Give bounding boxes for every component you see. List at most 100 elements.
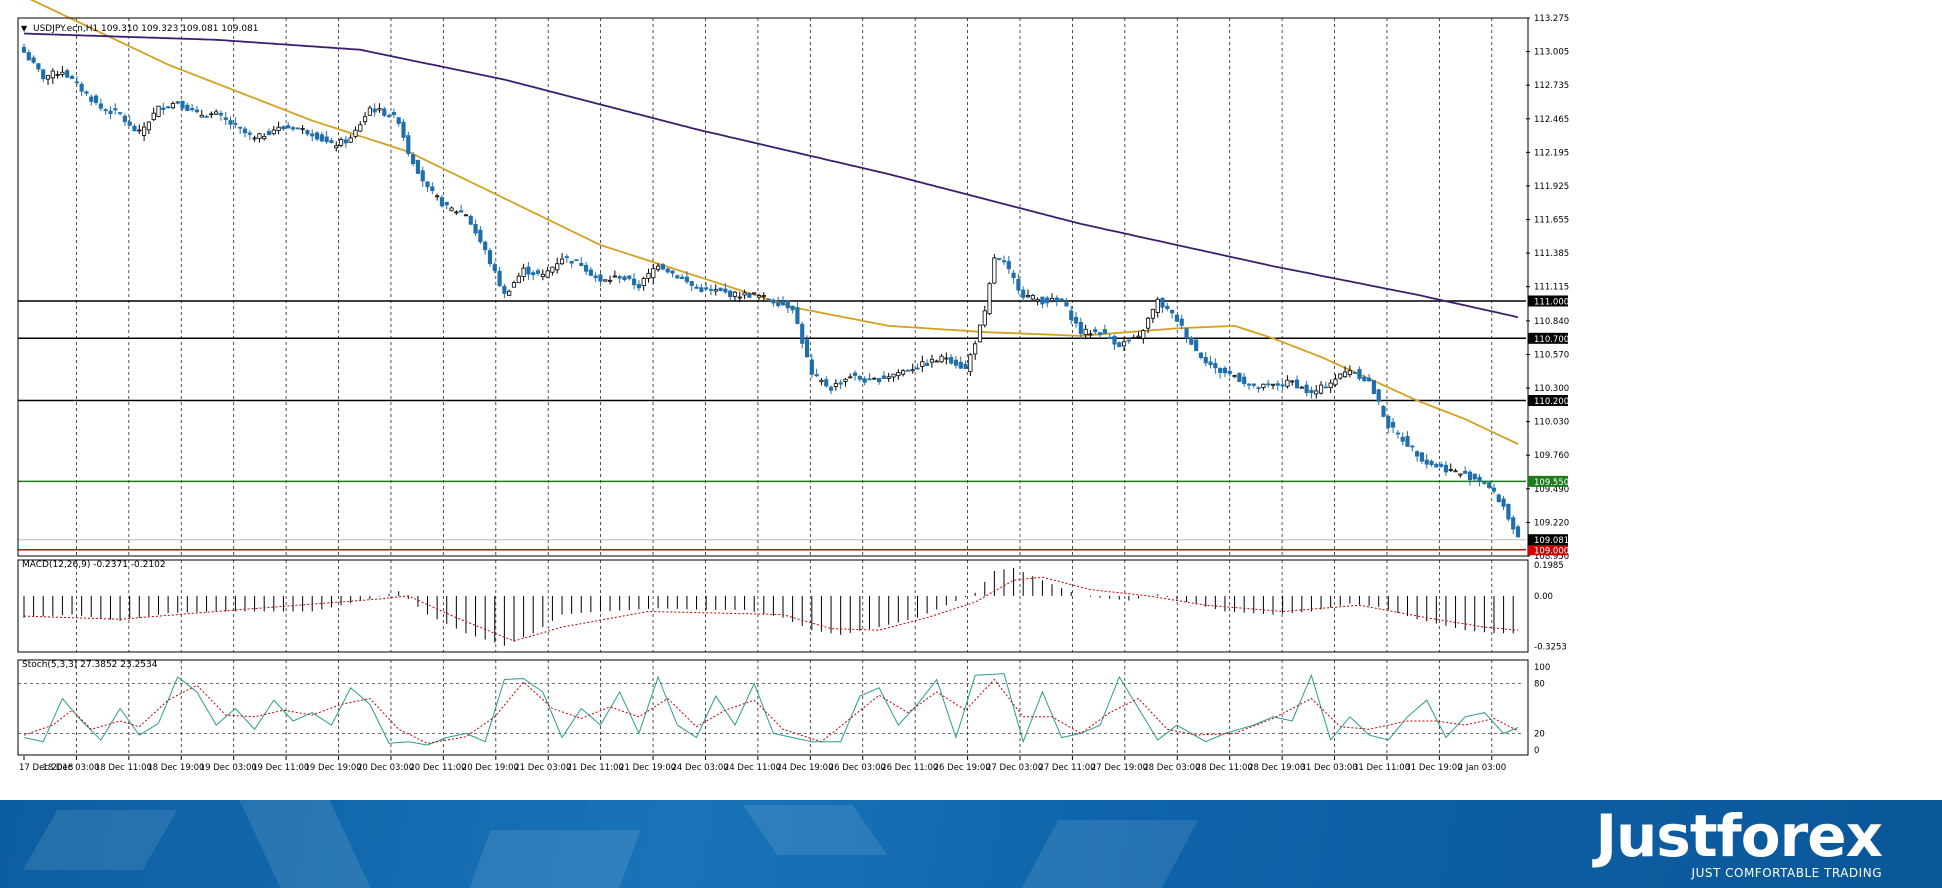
level-price-box <box>1528 395 1568 407</box>
candle-body <box>901 370 906 375</box>
candle-body <box>973 343 978 355</box>
candle-body <box>1165 305 1170 310</box>
candle-body <box>843 378 848 382</box>
candle-body <box>622 276 627 280</box>
candle-body <box>334 145 339 149</box>
candle-body <box>877 378 882 383</box>
candle-body <box>1496 494 1501 503</box>
stochastic-d-line <box>23 678 1519 744</box>
candle-body <box>675 275 680 279</box>
candle-body <box>713 289 718 292</box>
candle-body <box>949 357 954 364</box>
candle-body <box>1506 503 1511 520</box>
candle-body <box>1434 463 1439 468</box>
candle-body <box>766 298 771 301</box>
candle-body <box>785 300 790 309</box>
candle-body <box>1016 279 1021 291</box>
candle-body <box>1362 376 1367 381</box>
candle-body <box>636 284 641 289</box>
candle-body <box>454 211 459 214</box>
candle-body <box>958 361 963 369</box>
candle-body <box>1150 308 1155 319</box>
candle-body <box>1049 298 1055 302</box>
candle-body <box>968 354 973 373</box>
candle-body <box>1491 487 1497 492</box>
candle-body <box>535 270 541 274</box>
candle-body <box>166 106 171 109</box>
time-axis-label: 28 Dec 03:00 <box>1143 763 1200 773</box>
candle-body <box>1141 330 1146 339</box>
level-price-box <box>1528 475 1568 487</box>
candle-body <box>117 112 123 114</box>
candle-body <box>396 117 401 124</box>
macd-axis-label: 0.1985 <box>1534 561 1564 571</box>
candle-body <box>656 265 661 270</box>
stochastic-axis-label: 100 <box>1534 663 1550 673</box>
candle-body <box>238 126 243 129</box>
moving-average-line <box>29 0 1519 445</box>
symbol-dropdown-icon[interactable]: ▼ <box>21 24 28 33</box>
current-price-box <box>1528 534 1568 546</box>
candle-body <box>1011 272 1016 278</box>
candle-body <box>1338 373 1343 379</box>
candle-body <box>1136 335 1141 338</box>
candle-body <box>435 195 440 198</box>
candle-body <box>1429 460 1434 465</box>
candle-body <box>65 70 70 78</box>
candle-body <box>1232 375 1237 378</box>
time-axis-label: 28 Dec 11:00 <box>1196 763 1253 773</box>
candle-body <box>463 214 469 217</box>
candle-body <box>242 128 248 134</box>
candle-body <box>632 278 637 286</box>
candle-body <box>1107 336 1112 339</box>
candle-body <box>992 257 997 284</box>
time-axis-label: 2 Jan 03:00 <box>1458 763 1506 773</box>
candle-body <box>684 276 690 283</box>
candle-body <box>511 282 517 288</box>
stochastic-k-line <box>23 673 1519 746</box>
candle-body <box>1170 309 1175 314</box>
candle-body <box>780 301 786 306</box>
candle-body <box>406 135 411 154</box>
candle-body <box>79 83 84 92</box>
candle-body <box>1376 389 1381 402</box>
candle-body <box>1040 296 1045 305</box>
candle-body <box>295 127 300 130</box>
panel-frame <box>17 659 1529 756</box>
candle-body <box>531 272 536 276</box>
candle-body <box>1261 383 1266 388</box>
time-axis-label: 31 Dec 19:00 <box>1405 763 1462 773</box>
candle-body <box>430 186 435 192</box>
candle-body <box>886 376 891 379</box>
time-axis-label: 24 Dec 11:00 <box>724 763 781 773</box>
candle-body <box>492 264 497 272</box>
candle-body <box>1006 261 1011 270</box>
price-axis-label: 109.220 <box>1534 518 1569 528</box>
candle-body <box>1073 317 1079 324</box>
time-axis-label: 20 Dec 11:00 <box>409 763 466 773</box>
candle-body <box>281 126 286 130</box>
stochastic-axis-label: 0 <box>1534 746 1539 756</box>
candle-body <box>1424 459 1429 465</box>
candle-body <box>1189 337 1194 345</box>
candle-body <box>1405 436 1410 447</box>
candle-body <box>358 124 363 132</box>
macd-signal-line <box>23 576 1519 642</box>
candle-body <box>660 264 665 270</box>
candle-body <box>1184 328 1189 339</box>
candle-body <box>809 359 814 375</box>
candle-body <box>1304 384 1309 394</box>
candle-body <box>665 268 670 273</box>
price-axis-label: 112.195 <box>1534 148 1569 158</box>
candle-body <box>343 139 348 144</box>
candle-body <box>828 386 834 391</box>
chart-header[interactable]: ▼ USDJPY.ecn,H1 109.310 109.323 109.081 … <box>21 24 259 34</box>
candle-body <box>824 379 829 387</box>
candle-body <box>689 281 694 286</box>
candle-body <box>848 376 853 379</box>
candle-body <box>113 108 118 111</box>
stochastic-layer <box>18 673 1524 746</box>
candle-body <box>1299 386 1304 389</box>
